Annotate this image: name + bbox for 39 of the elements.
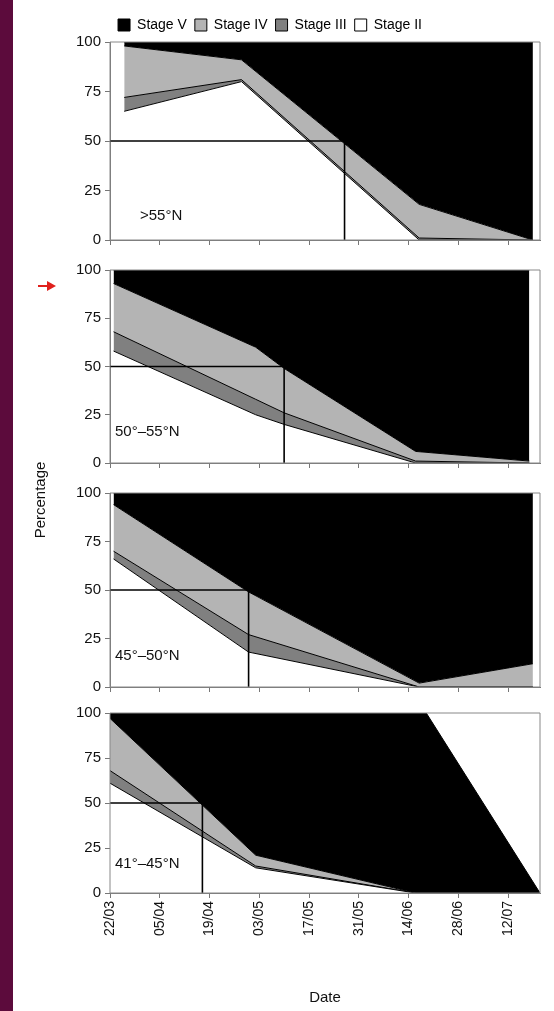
y-tick-label: 75 <box>84 81 101 99</box>
annotation: >55°N <box>140 206 183 224</box>
legend-label: Stage II <box>373 15 422 32</box>
x-tick-label: 31/05 <box>349 900 366 937</box>
y-tick-label: 75 <box>84 308 101 326</box>
y-tick-label: 25 <box>84 404 101 422</box>
y-tick-label: 100 <box>75 703 101 721</box>
y-tick-label: 75 <box>84 748 101 766</box>
y-tick-label: 50 <box>84 356 101 374</box>
x-axis-title: Date <box>309 988 341 1006</box>
x-tick-label: 22/03 <box>100 900 117 937</box>
y-tick-label: 0 <box>92 677 101 695</box>
y-axis-title: Percentage <box>30 461 48 539</box>
y-tick-label: 100 <box>75 483 101 501</box>
y-tick-label: 50 <box>84 131 101 149</box>
y-tick-label: 0 <box>92 883 101 901</box>
annotation: 41°–45°N <box>115 853 180 871</box>
x-tick-label: 14/06 <box>399 900 416 937</box>
y-tick-label: 100 <box>75 260 101 278</box>
x-tick-label: 03/05 <box>250 900 267 937</box>
y-tick-label: 100 <box>75 32 101 50</box>
x-tick-label: 12/07 <box>498 900 515 937</box>
annotation: 45°–50°N <box>115 645 180 663</box>
x-tick-label: 05/04 <box>150 900 167 937</box>
annotation: 50°–55°N <box>115 421 180 439</box>
x-tick-label: 17/05 <box>299 900 316 937</box>
y-tick-label: 50 <box>84 580 101 598</box>
y-tick-label: 0 <box>92 453 101 471</box>
legend-label: Stage V <box>137 15 188 32</box>
y-tick-label: 25 <box>84 180 101 198</box>
legend-label: Stage III <box>294 15 347 32</box>
y-tick-label: 0 <box>92 230 101 248</box>
legend-label: Stage IV <box>213 15 269 32</box>
y-tick-label: 50 <box>84 793 101 811</box>
y-tick-label: 75 <box>84 531 101 549</box>
x-tick-label: 19/04 <box>200 900 217 937</box>
y-tick-label: 25 <box>84 628 101 646</box>
y-tick-label: 25 <box>84 838 101 856</box>
x-tick-label: 28/06 <box>449 900 466 937</box>
